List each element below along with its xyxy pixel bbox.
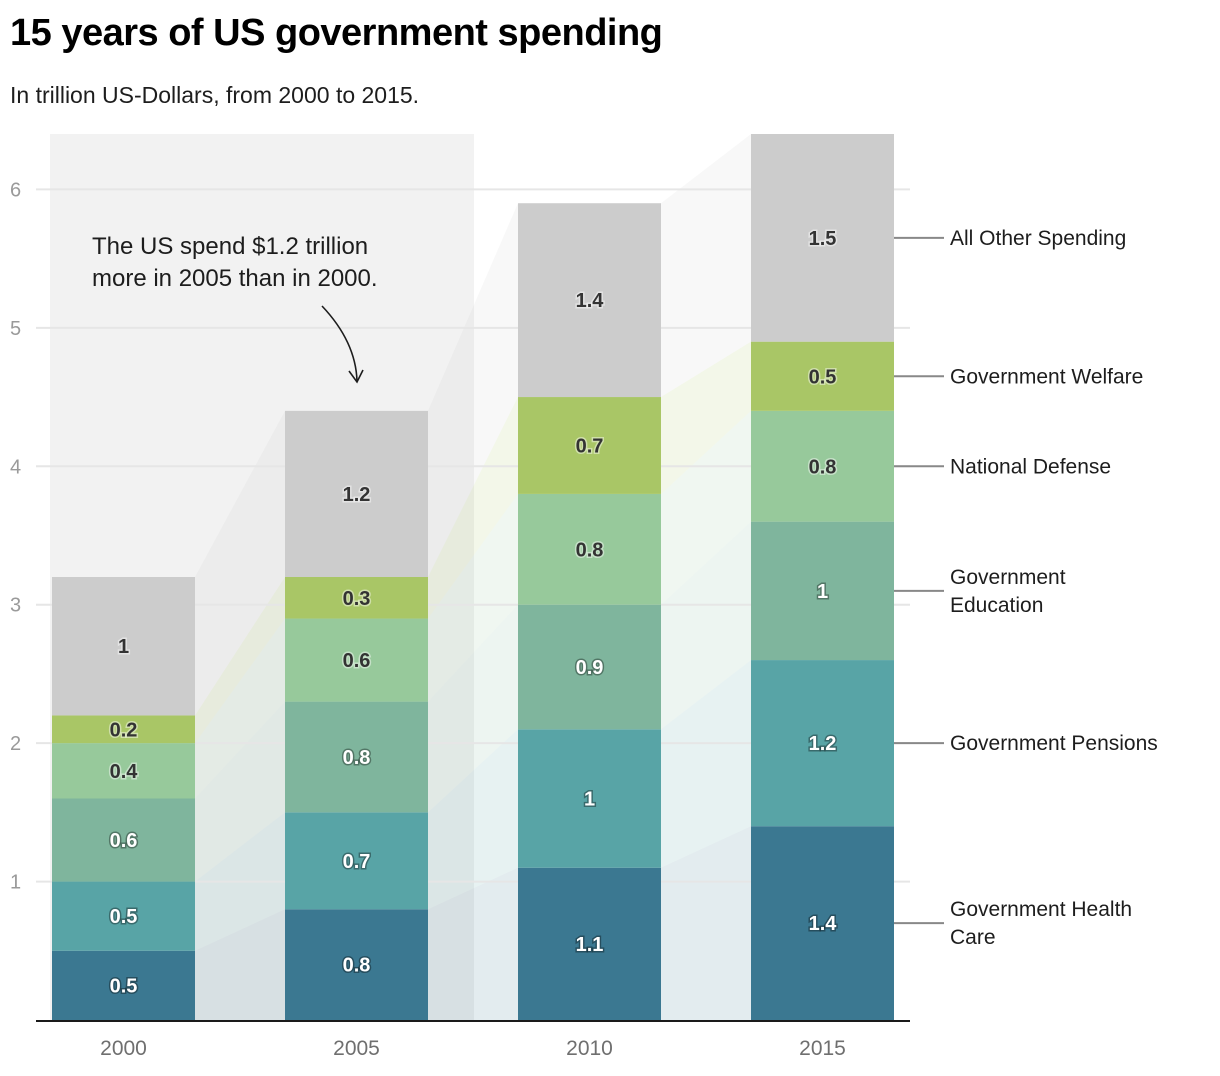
data-label: 0.8 bbox=[343, 955, 371, 977]
connector-government-health-care bbox=[661, 826, 751, 1020]
annotation-text: more in 2005 than in 2000. bbox=[92, 265, 378, 292]
connector-government-education bbox=[195, 701, 285, 882]
x-tick-label: 2010 bbox=[566, 1037, 613, 1060]
data-label: 0.5 bbox=[809, 366, 837, 388]
connector-government-education bbox=[428, 604, 518, 813]
data-label: 0.3 bbox=[343, 588, 371, 610]
y-tick-label: 6 bbox=[10, 179, 21, 201]
data-label: 1.2 bbox=[343, 484, 371, 506]
y-axis-labels: 1 2 3 4 5 6 bbox=[10, 179, 21, 893]
legend-label: National Defense bbox=[950, 455, 1111, 478]
bar-segment bbox=[285, 410, 428, 577]
bar-segment bbox=[285, 812, 428, 910]
bar-segment bbox=[52, 798, 195, 882]
x-tick-label: 2005 bbox=[333, 1037, 380, 1060]
data-label: 1.4 bbox=[809, 913, 838, 935]
annotation-text: The US spend $1.2 trillion bbox=[92, 233, 368, 260]
annotation-layer: The US spend $1.2 trillion more in 2005 t… bbox=[92, 233, 378, 384]
data-label: 0.5 bbox=[110, 975, 138, 997]
annotation-arrow-icon bbox=[321, 305, 358, 382]
bar-segment bbox=[518, 203, 661, 398]
connector-all-other-spending bbox=[195, 410, 285, 716]
legend-label: Education bbox=[950, 594, 1043, 617]
bar-segment bbox=[52, 743, 195, 799]
bar-segment bbox=[518, 729, 661, 868]
connector-government-health-care bbox=[195, 909, 285, 1020]
data-label: 1.5 bbox=[809, 228, 837, 250]
bar-segment bbox=[285, 618, 428, 702]
data-label: 0.7 bbox=[343, 851, 371, 873]
connector-all-other-spending bbox=[661, 134, 751, 398]
connector-government-pensions bbox=[661, 660, 751, 868]
data-label: 1.1 bbox=[576, 934, 604, 956]
data-label: 1.2 bbox=[809, 733, 837, 755]
bar-segment bbox=[52, 950, 195, 1020]
data-label: 0.8 bbox=[343, 747, 371, 769]
data-label: 0.7 bbox=[576, 435, 604, 457]
bar-segment bbox=[285, 577, 428, 619]
x-tick-label: 2015 bbox=[799, 1037, 846, 1060]
legend-layer: Government Health Care Government Pensions… bbox=[894, 227, 1158, 949]
bar-segment bbox=[751, 826, 894, 1020]
x-axis-labels: 2000 2005 2010 2015 bbox=[100, 1037, 846, 1060]
connector-government-welfare bbox=[661, 341, 751, 494]
connector-national-defense bbox=[195, 618, 285, 799]
bar-segment bbox=[52, 881, 195, 951]
legend-label: Government Health bbox=[950, 898, 1132, 921]
connector-government-welfare bbox=[428, 397, 518, 619]
legend-label: All Other Spending bbox=[950, 227, 1126, 250]
chart-title: 15 years of US government spending bbox=[10, 12, 663, 54]
data-label: 1.4 bbox=[576, 290, 605, 312]
y-tick-label: 4 bbox=[10, 456, 21, 478]
data-label: 0.6 bbox=[343, 650, 371, 672]
legend-label: Government bbox=[950, 566, 1066, 589]
data-label: 1 bbox=[817, 581, 828, 603]
connector-government-health-care bbox=[428, 867, 518, 1020]
bar-segment bbox=[285, 909, 428, 1020]
bar-segment bbox=[518, 397, 661, 494]
connector-government-pensions bbox=[428, 729, 518, 910]
connector-government-welfare bbox=[195, 577, 285, 744]
y-tick-label: 3 bbox=[10, 595, 21, 617]
bar-segment bbox=[518, 604, 661, 730]
connector-government-education bbox=[661, 521, 751, 730]
data-label: 1 bbox=[584, 789, 595, 811]
data-label: 1 bbox=[118, 636, 129, 658]
data-label: 0.8 bbox=[576, 539, 604, 561]
x-tick-label: 2000 bbox=[100, 1037, 147, 1060]
arrowhead-icon bbox=[348, 369, 364, 384]
connector-all-other-spending bbox=[428, 203, 518, 577]
bar-segment bbox=[751, 660, 894, 827]
bar-segment bbox=[751, 134, 894, 342]
data-label: 0.4 bbox=[110, 761, 139, 783]
chart-subtitle: In trillion US-Dollars, from 2000 to 201… bbox=[10, 82, 420, 108]
legend-label: Government Welfare bbox=[950, 365, 1143, 388]
bar-segment bbox=[518, 493, 661, 605]
data-label: 0.6 bbox=[110, 830, 138, 852]
bar-segment bbox=[751, 341, 894, 411]
bar-segment bbox=[518, 867, 661, 1020]
bars-layer bbox=[52, 134, 894, 1020]
legend-label: Government Pensions bbox=[950, 732, 1158, 755]
bar-segment bbox=[285, 701, 428, 813]
y-tick-label: 5 bbox=[10, 318, 21, 340]
bar-segment bbox=[751, 521, 894, 661]
bar-segment bbox=[751, 410, 894, 522]
bar-segment bbox=[52, 577, 195, 716]
connector-national-defense bbox=[661, 410, 751, 605]
data-label: 0.8 bbox=[809, 456, 837, 478]
legend-label: Care bbox=[950, 926, 996, 949]
data-label: 0.5 bbox=[110, 906, 138, 928]
y-tick-label: 2 bbox=[10, 733, 21, 755]
connector-national-defense bbox=[428, 493, 518, 702]
bar-segment bbox=[52, 715, 195, 744]
data-label: 0.2 bbox=[110, 719, 138, 741]
y-tick-label: 1 bbox=[10, 872, 21, 894]
data-labels-layer: 0.5 0.8 1.1 1.4 0.5 0.7 1 1.2 0.6 0.8 0.9 1 0.4 0.6 0.… bbox=[108, 226, 839, 999]
data-label: 0.9 bbox=[576, 657, 604, 679]
